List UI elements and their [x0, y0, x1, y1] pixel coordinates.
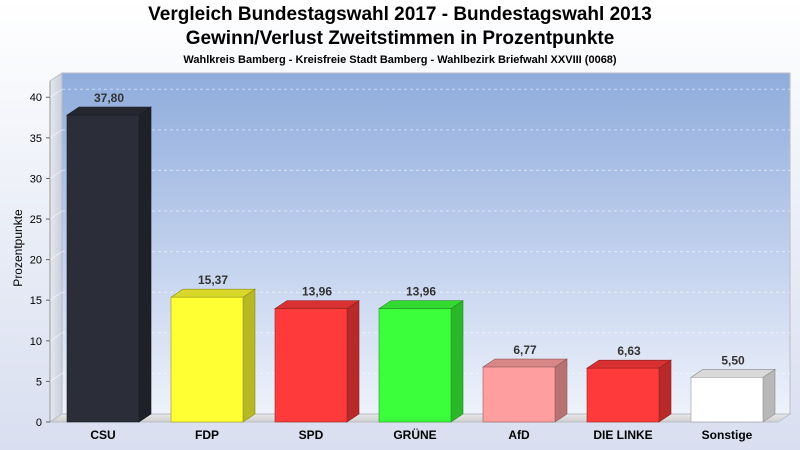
bars	[66, 106, 776, 423]
bar-die-linke	[586, 359, 672, 423]
category-label: GRÜNE	[393, 427, 436, 442]
category-label: Sonstige	[702, 428, 753, 442]
bar-top	[690, 369, 776, 378]
category-label: SPD	[299, 428, 324, 442]
gridline-wall	[49, 170, 63, 179]
bar-front	[586, 367, 660, 423]
bar-grüne	[378, 300, 464, 423]
value-label: 37,80	[94, 91, 124, 105]
bar-afd	[482, 358, 568, 423]
category-label: AfD	[508, 428, 530, 442]
y-tick-label: 0	[36, 417, 42, 429]
chart-title-block: Vergleich Bundestagswahl 2017 - Bundesta…	[0, 3, 800, 68]
labels: 37,80 CSU 15,37 FDP 13,96 SPD 13,96 GRÜNE 6,77 Af…	[90, 91, 752, 442]
bar-side	[138, 106, 152, 423]
bar-top	[274, 300, 360, 309]
y-tick-label: 40	[30, 92, 42, 104]
bar-top	[586, 359, 672, 369]
bar-side	[658, 359, 672, 423]
gridline-wall	[49, 332, 63, 342]
bar-side	[346, 300, 360, 423]
bar-front	[690, 377, 764, 423]
y-tick-label: 15	[30, 295, 42, 307]
bar-front	[66, 114, 140, 423]
chart-district-caption: Wahlkreis Bamberg - Kreisfreie Stadt Bam…	[183, 54, 617, 66]
y-tick-label: 20	[30, 255, 42, 267]
bar-top	[378, 300, 464, 309]
y-tick-label: 10	[30, 336, 42, 348]
value-label: 13,96	[302, 285, 332, 299]
bar-top	[482, 358, 568, 368]
value-label: 6,77	[513, 343, 537, 357]
chart-title: Vergleich Bundestagswahl 2017 - Bundesta…	[148, 4, 652, 25]
value-label: 13,96	[406, 285, 436, 299]
y-axis-label: Prozentpunkte	[11, 209, 25, 287]
gridline-wall	[49, 129, 63, 139]
bar-side	[762, 368, 776, 423]
bar-side	[554, 358, 568, 423]
bar-side	[242, 288, 256, 423]
gridline-wall	[49, 291, 63, 301]
y-tick-label: 30	[30, 173, 42, 185]
bar-front	[378, 308, 452, 423]
y-tick-label: 35	[30, 133, 42, 145]
bar-fdp	[170, 288, 256, 423]
bar-front	[274, 308, 348, 423]
bar-sonstige	[690, 368, 776, 423]
gridline-wall	[49, 210, 63, 220]
value-label: 5,50	[721, 353, 745, 367]
y-tick-label: 5	[36, 376, 42, 388]
y-tick-label: 25	[30, 214, 42, 226]
category-label: FDP	[195, 428, 219, 442]
value-label: 15,37	[198, 273, 228, 287]
left-wall	[49, 72, 63, 423]
gridline-wall	[49, 251, 63, 261]
bar-top	[170, 288, 256, 298]
category-label: DIE LINKE	[593, 428, 652, 442]
bar-top	[66, 106, 152, 116]
value-label: 6,63	[617, 344, 641, 358]
bar-spd	[274, 300, 360, 423]
gridline-wall	[49, 372, 63, 382]
bar-front	[170, 296, 244, 423]
bar-side	[450, 300, 464, 423]
gridline-wall	[49, 88, 63, 98]
chart-subtitle: Gewinn/Verlust Zweitstimmen in Prozentpu…	[185, 28, 615, 49]
bar-csu	[66, 106, 152, 423]
category-label: CSU	[90, 428, 115, 442]
bar-front	[482, 366, 556, 423]
